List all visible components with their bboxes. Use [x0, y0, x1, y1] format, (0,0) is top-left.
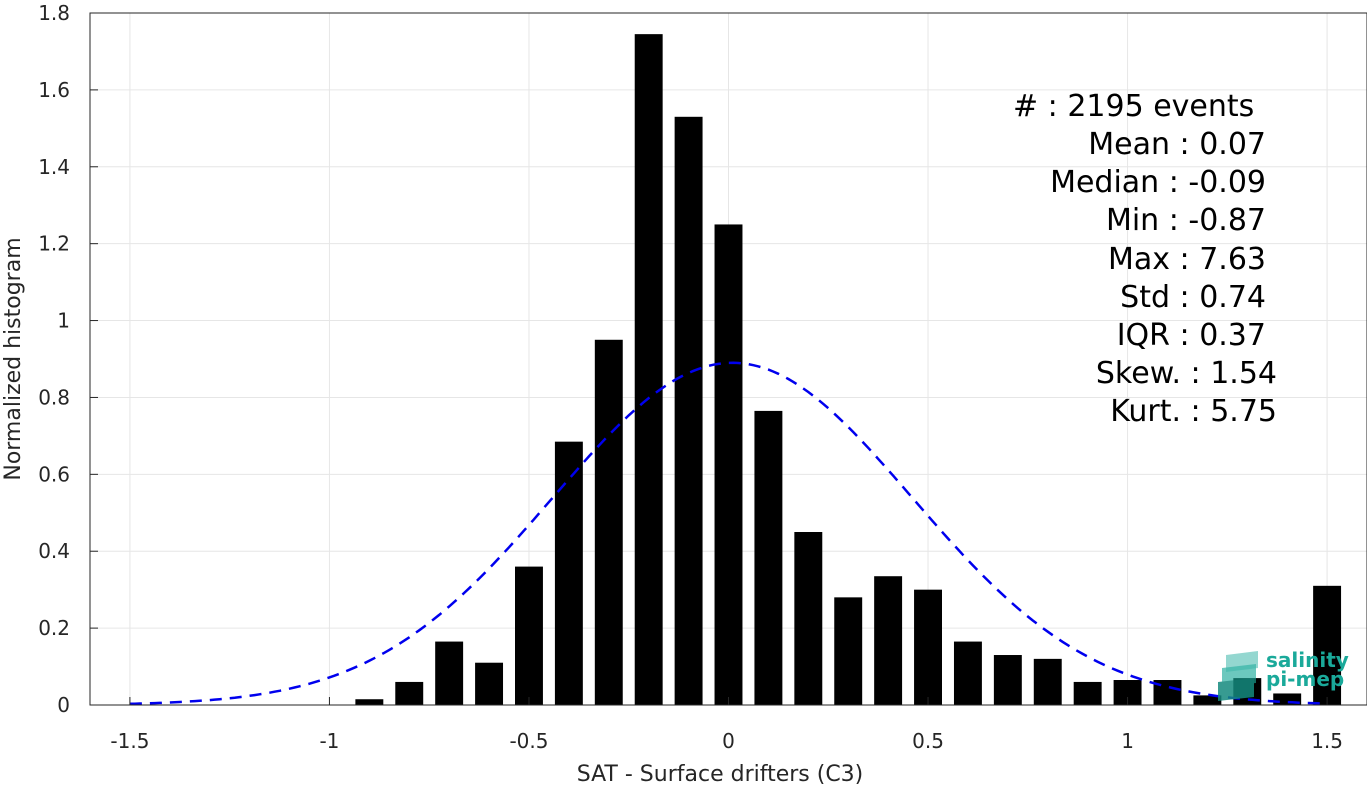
- x-tick-label: 0: [722, 729, 735, 753]
- histogram-bar: [1073, 681, 1102, 705]
- histogram-bar: [993, 655, 1022, 705]
- histogram-bar: [515, 566, 543, 705]
- stat-min: Min : -0.87: [1106, 203, 1266, 238]
- salinity-pimep-logo: salinity pi-mep: [1218, 648, 1349, 701]
- stat-std: Std : 0.74: [1120, 280, 1266, 315]
- y-tick-label: 1.4: [38, 155, 70, 179]
- y-axis-label: Normalized histogram: [1, 237, 26, 480]
- logo-text-salinity: salinity: [1266, 648, 1349, 672]
- stat-skew: Skew. : 1.54: [1096, 356, 1277, 391]
- histogram-bar: [953, 641, 982, 705]
- histogram-bar: [435, 641, 464, 705]
- histogram-bar: [1313, 585, 1342, 705]
- stat-count: # : 2195 events: [1013, 89, 1254, 124]
- histogram-bars: [355, 34, 1342, 706]
- histogram-bar: [754, 410, 783, 705]
- histogram-bar: [914, 589, 942, 705]
- histogram-bar: [1193, 695, 1222, 705]
- stat-iqr: IQR : 0.37: [1117, 318, 1266, 353]
- x-tick-label: -1.5: [110, 729, 149, 753]
- x-tick-label: 1.5: [1311, 729, 1343, 753]
- histogram-bar: [674, 116, 703, 706]
- y-tick-label: 0.8: [38, 385, 70, 409]
- stat-median: Median : -0.09: [1050, 165, 1266, 200]
- y-tick-label: 0.4: [38, 539, 70, 563]
- y-tick-label: 1: [57, 309, 70, 333]
- x-tick-label: 1: [1121, 729, 1134, 753]
- y-tick-label: 1.2: [38, 232, 70, 256]
- y-tick-label: 0.2: [38, 616, 70, 640]
- histogram-bar: [395, 681, 424, 705]
- histogram-bar: [1273, 693, 1302, 705]
- histogram-bar: [475, 662, 504, 705]
- histogram-bar: [355, 699, 384, 705]
- x-tick-label: -0.5: [509, 729, 548, 753]
- stat-max: Max : 7.63: [1108, 242, 1266, 277]
- y-tick-label: 0.6: [38, 462, 70, 486]
- histogram-bar: [794, 532, 823, 705]
- histogram-bar: [594, 339, 623, 705]
- histogram-bar: [834, 597, 863, 705]
- y-tick-label: 1.6: [38, 78, 70, 102]
- x-axis-ticks: -1.5 -1 -0.5 0 0.5 1 1.5: [110, 697, 1343, 753]
- x-tick-label: 0.5: [912, 729, 944, 753]
- x-tick-label: -1: [319, 729, 339, 753]
- logo-icon: [1218, 651, 1258, 701]
- stat-kurt: Kurt. : 5.75: [1110, 394, 1277, 429]
- gaussian-fit-curve: [129, 361, 1328, 706]
- histogram-bar: [634, 34, 663, 705]
- y-tick-label: 0: [57, 693, 70, 717]
- histogram-bar: [1033, 658, 1062, 705]
- logo-text-pimep: pi-mep: [1266, 667, 1344, 691]
- x-axis-label: SAT - Surface drifters (C3): [577, 762, 864, 785]
- histogram-bar: [874, 576, 903, 705]
- statistics-panel: # : 2195 events Mean : 0.07 Median : -0.…: [1013, 89, 1277, 429]
- histogram-bar: [714, 224, 743, 705]
- histogram-bar: [554, 441, 583, 705]
- stat-mean: Mean : 0.07: [1088, 127, 1266, 162]
- y-tick-label: 1.8: [38, 1, 70, 25]
- y-axis-ticks: 0 0.2 0.4 0.6 0.8 1 1.2 1.4 1.6 1.8: [38, 1, 98, 717]
